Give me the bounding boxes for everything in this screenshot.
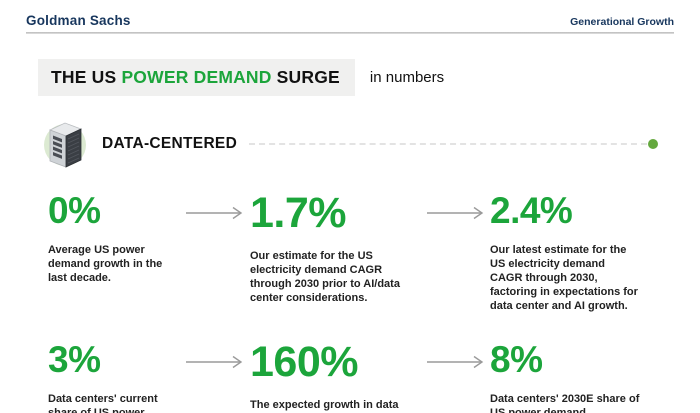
title-row: THE US POWER DEMAND SURGE in numbers bbox=[38, 59, 700, 96]
brand-logo: Goldman Sachs bbox=[26, 13, 131, 28]
title-suffix: in numbers bbox=[369, 69, 445, 86]
arrow-icon bbox=[422, 333, 490, 413]
title-highlight: POWER DEMAND bbox=[121, 67, 272, 87]
stat-block: 3% Data centers' current share of US pow… bbox=[48, 333, 180, 413]
section-dotted-rule bbox=[249, 143, 647, 145]
stat-caption: The expected growth in data center power… bbox=[250, 399, 399, 411]
stat-value: 3% bbox=[48, 339, 101, 380]
stat-value: 8% bbox=[490, 339, 543, 380]
series-title: Generational Growth bbox=[570, 16, 674, 28]
title-part1: THE US bbox=[51, 67, 122, 87]
stat-block: 0% Average US power demand growth in the… bbox=[48, 184, 180, 313]
stat-value: 2.4% bbox=[490, 190, 573, 231]
stat-caption: Average US power demand growth in the la… bbox=[48, 244, 163, 284]
stat-block: 160% The expected growth in data center … bbox=[250, 333, 422, 413]
stat-caption: Data centers' 2030E share of US power de… bbox=[490, 393, 640, 413]
section-label: DATA-CENTERED bbox=[102, 135, 238, 152]
arrow-icon bbox=[180, 333, 250, 413]
page-header: Goldman Sachs Generational Growth bbox=[0, 0, 700, 34]
section-header: DATA-CENTERED bbox=[40, 118, 658, 170]
stat-value: 0% bbox=[48, 190, 101, 231]
stat-value: 1.7% bbox=[250, 189, 347, 237]
page-title: THE US POWER DEMAND SURGE bbox=[38, 59, 355, 96]
stat-block: 8% Data centers' 2030E share of US power… bbox=[490, 333, 680, 413]
stat-caption: Our latest estimate for the US electrici… bbox=[490, 244, 638, 312]
section-end-dot bbox=[648, 139, 658, 149]
header-divider bbox=[26, 32, 674, 34]
arrow-icon bbox=[180, 184, 250, 313]
stat-value: 160% bbox=[250, 338, 358, 386]
stat-block: 2.4% Our latest estimate for the US elec… bbox=[490, 184, 680, 313]
stat-block: 1.7% Our estimate for the US electricity… bbox=[250, 184, 422, 313]
stat-caption: Data centers' current share of US power … bbox=[48, 393, 158, 413]
stat-caption: Our estimate for the US electricity dema… bbox=[250, 250, 400, 304]
arrow-icon bbox=[422, 184, 490, 313]
stats-grid: 0% Average US power demand growth in the… bbox=[48, 184, 680, 413]
server-icon bbox=[40, 118, 88, 170]
title-part2: SURGE bbox=[271, 67, 340, 87]
